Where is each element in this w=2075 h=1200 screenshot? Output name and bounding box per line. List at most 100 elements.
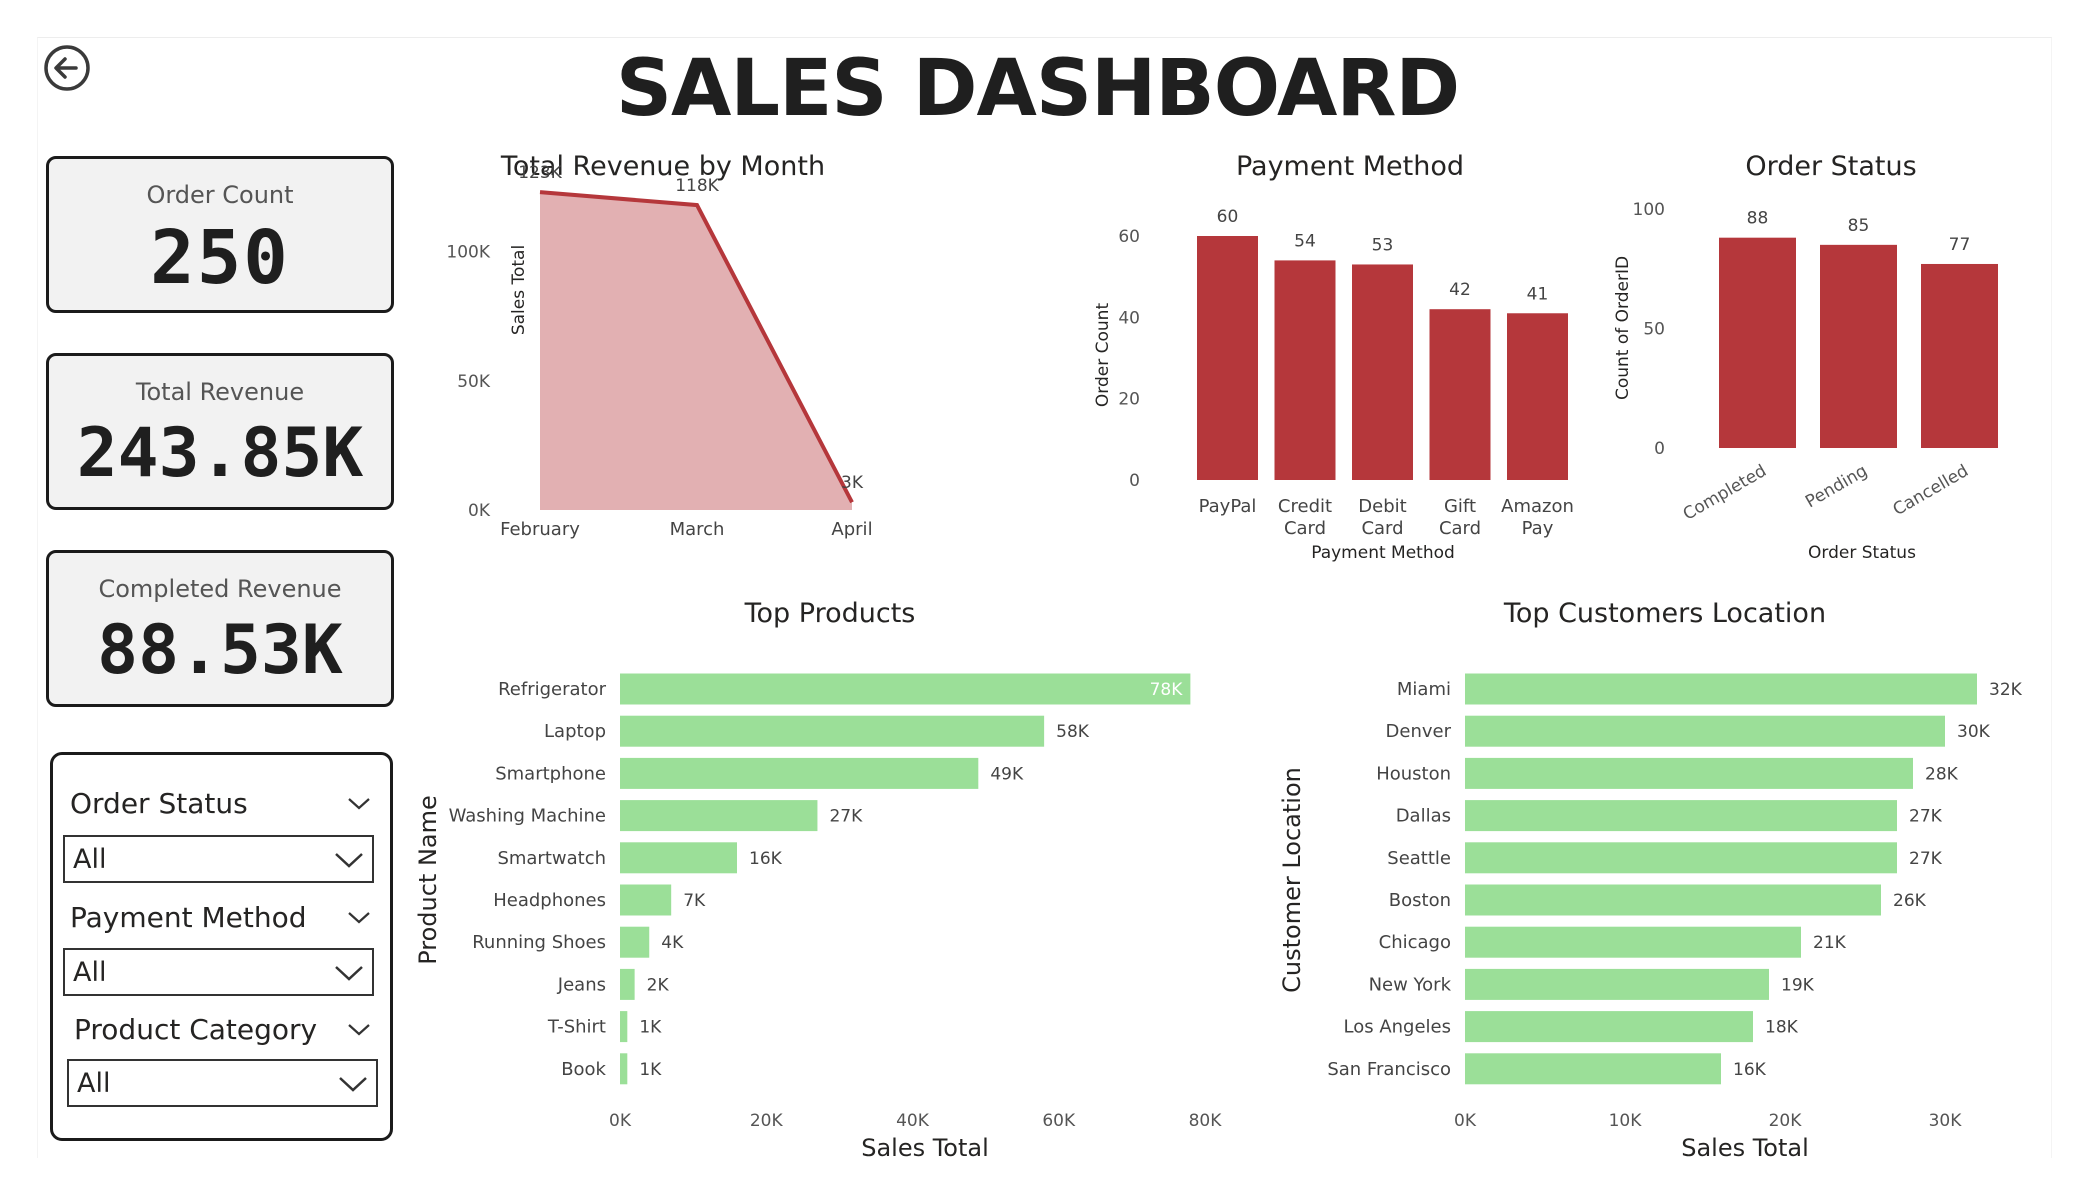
data-label: 30K xyxy=(1957,722,1991,742)
x-tick-label: Cancelled xyxy=(1890,461,1972,520)
chevron-down-icon xyxy=(335,853,363,868)
y-tick-label: 60 xyxy=(1118,227,1140,247)
kpi-value: 88.53K xyxy=(97,611,343,690)
bar xyxy=(620,673,1191,705)
y-tick-label: 100K xyxy=(446,243,490,263)
y-tick-label: Smartphone xyxy=(495,763,606,784)
kpi-label: Completed Revenue xyxy=(98,575,342,603)
x-tick-label: Credit xyxy=(1278,496,1332,517)
y-tick-label: 0 xyxy=(1129,471,1140,491)
chart-title: Total Revenue by Month xyxy=(500,151,825,182)
chevron-down-icon[interactable] xyxy=(347,911,371,925)
y-tick-label: Houston xyxy=(1376,763,1451,784)
x-tick-label: April xyxy=(831,519,872,540)
x-tick-label: 0K xyxy=(609,1111,632,1131)
chart-title: Top Customers Location xyxy=(1503,598,1826,629)
x-tick-label: March xyxy=(670,519,725,540)
data-label: 3K xyxy=(841,473,864,493)
y-tick-label: Dallas xyxy=(1396,806,1451,827)
x-tick-label: PayPal xyxy=(1199,496,1257,517)
x-tick-label: Completed xyxy=(1680,461,1770,525)
y-tick-label: 50 xyxy=(1643,320,1665,340)
y-tick-label: Laptop xyxy=(544,721,606,742)
product-category-dropdown[interactable]: All xyxy=(67,1059,378,1107)
y-axis-label: Customer Location xyxy=(1278,767,1306,993)
slicer-header-product-category: Product Category xyxy=(74,1013,318,1046)
y-axis-label: Product Name xyxy=(414,795,442,965)
area-fill xyxy=(540,192,852,510)
kpi-card-order-count: Order Count 250 xyxy=(46,156,394,313)
data-label: 27K xyxy=(1909,849,1943,869)
y-tick-label: Seattle xyxy=(1387,848,1451,869)
y-axis-label: Count of OrderID xyxy=(1613,256,1633,400)
y-tick-label: Running Shoes xyxy=(472,932,606,953)
data-label: 16K xyxy=(1733,1060,1767,1080)
chevron-down-icon[interactable] xyxy=(347,1023,371,1037)
y-tick-label: 20 xyxy=(1118,390,1140,410)
x-tick-label: 80K xyxy=(1189,1111,1223,1131)
report-canvas xyxy=(37,37,2052,1158)
x-tick-label: Card xyxy=(1439,518,1481,539)
data-label: 26K xyxy=(1893,891,1927,911)
data-label: 18K xyxy=(1765,1018,1799,1038)
dropdown-value: All xyxy=(77,1068,111,1099)
data-label: 88 xyxy=(1747,209,1769,229)
y-tick-label: 50K xyxy=(457,372,491,392)
bar xyxy=(1465,1011,1753,1043)
y-tick-label: Denver xyxy=(1386,721,1452,742)
x-axis-label: Payment Method xyxy=(1311,543,1455,563)
x-tick-label: 0K xyxy=(1454,1111,1477,1131)
data-label: 16K xyxy=(749,849,783,869)
data-label: 77 xyxy=(1949,235,1971,255)
chart-revenue-by-month: Total Revenue by Month Sales Total 0K 50K 10… xyxy=(446,151,872,540)
data-label: 58K xyxy=(1056,722,1090,742)
data-label: 41 xyxy=(1527,284,1549,304)
x-tick-label: 20K xyxy=(1769,1111,1803,1131)
x-tick-label: 30K xyxy=(1929,1111,1963,1131)
data-label: 78K xyxy=(1150,680,1184,700)
bar xyxy=(620,1053,628,1085)
bar xyxy=(1465,800,1897,832)
chart-title: Top Products xyxy=(744,598,916,629)
dropdown-value: All xyxy=(73,957,107,988)
y-axis-label: Sales Total xyxy=(509,245,529,335)
y-tick-label: Book xyxy=(561,1059,606,1080)
x-tick-label: 40K xyxy=(896,1111,930,1131)
bar xyxy=(1465,842,1897,874)
x-axis-label: Order Status xyxy=(1808,543,1916,563)
bar xyxy=(1465,926,1801,958)
bar xyxy=(620,884,672,916)
kpi-value: 250 xyxy=(150,215,290,301)
y-tick-label: San Francisco xyxy=(1327,1059,1451,1080)
payment-method-dropdown[interactable]: All xyxy=(63,948,374,996)
y-tick-label: 0 xyxy=(1654,439,1665,459)
bar xyxy=(1429,309,1491,480)
dropdown-value: All xyxy=(73,844,107,875)
slicer-header-payment-method: Payment Method xyxy=(70,901,307,934)
x-tick-label: Debit xyxy=(1358,496,1406,517)
chart-top-customers-location: Top Customers Location Customer Location M… xyxy=(1278,598,2023,1162)
order-status-dropdown[interactable]: All xyxy=(63,835,374,883)
back-button[interactable] xyxy=(42,43,92,93)
data-label: 53 xyxy=(1372,235,1394,255)
bar xyxy=(620,968,635,1000)
bar xyxy=(620,842,737,874)
y-tick-label: T-Shirt xyxy=(547,1017,606,1038)
filter-panel: Order Status All Payment Method All Prod… xyxy=(50,752,393,1141)
x-tick-label: February xyxy=(500,519,580,540)
arrow-left-circle-icon xyxy=(44,45,90,91)
chart-title: Payment Method xyxy=(1236,151,1464,182)
chevron-down-icon xyxy=(335,966,363,981)
bar xyxy=(620,800,818,832)
y-tick-label: Miami xyxy=(1397,679,1451,700)
data-label: 27K xyxy=(829,807,863,827)
chart-top-products: Top Products Product Name Refrigerator 78K L… xyxy=(414,598,1223,1162)
data-label: 42 xyxy=(1449,280,1471,300)
chevron-down-icon[interactable] xyxy=(347,797,371,811)
bar xyxy=(1820,244,1897,448)
bar xyxy=(1352,264,1413,480)
data-label: 2K xyxy=(647,975,670,995)
bar xyxy=(620,715,1045,747)
y-tick-label: Headphones xyxy=(493,890,606,911)
y-tick-label: Los Angeles xyxy=(1344,1017,1452,1038)
